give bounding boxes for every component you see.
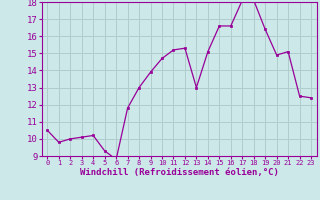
X-axis label: Windchill (Refroidissement éolien,°C): Windchill (Refroidissement éolien,°C)	[80, 168, 279, 177]
